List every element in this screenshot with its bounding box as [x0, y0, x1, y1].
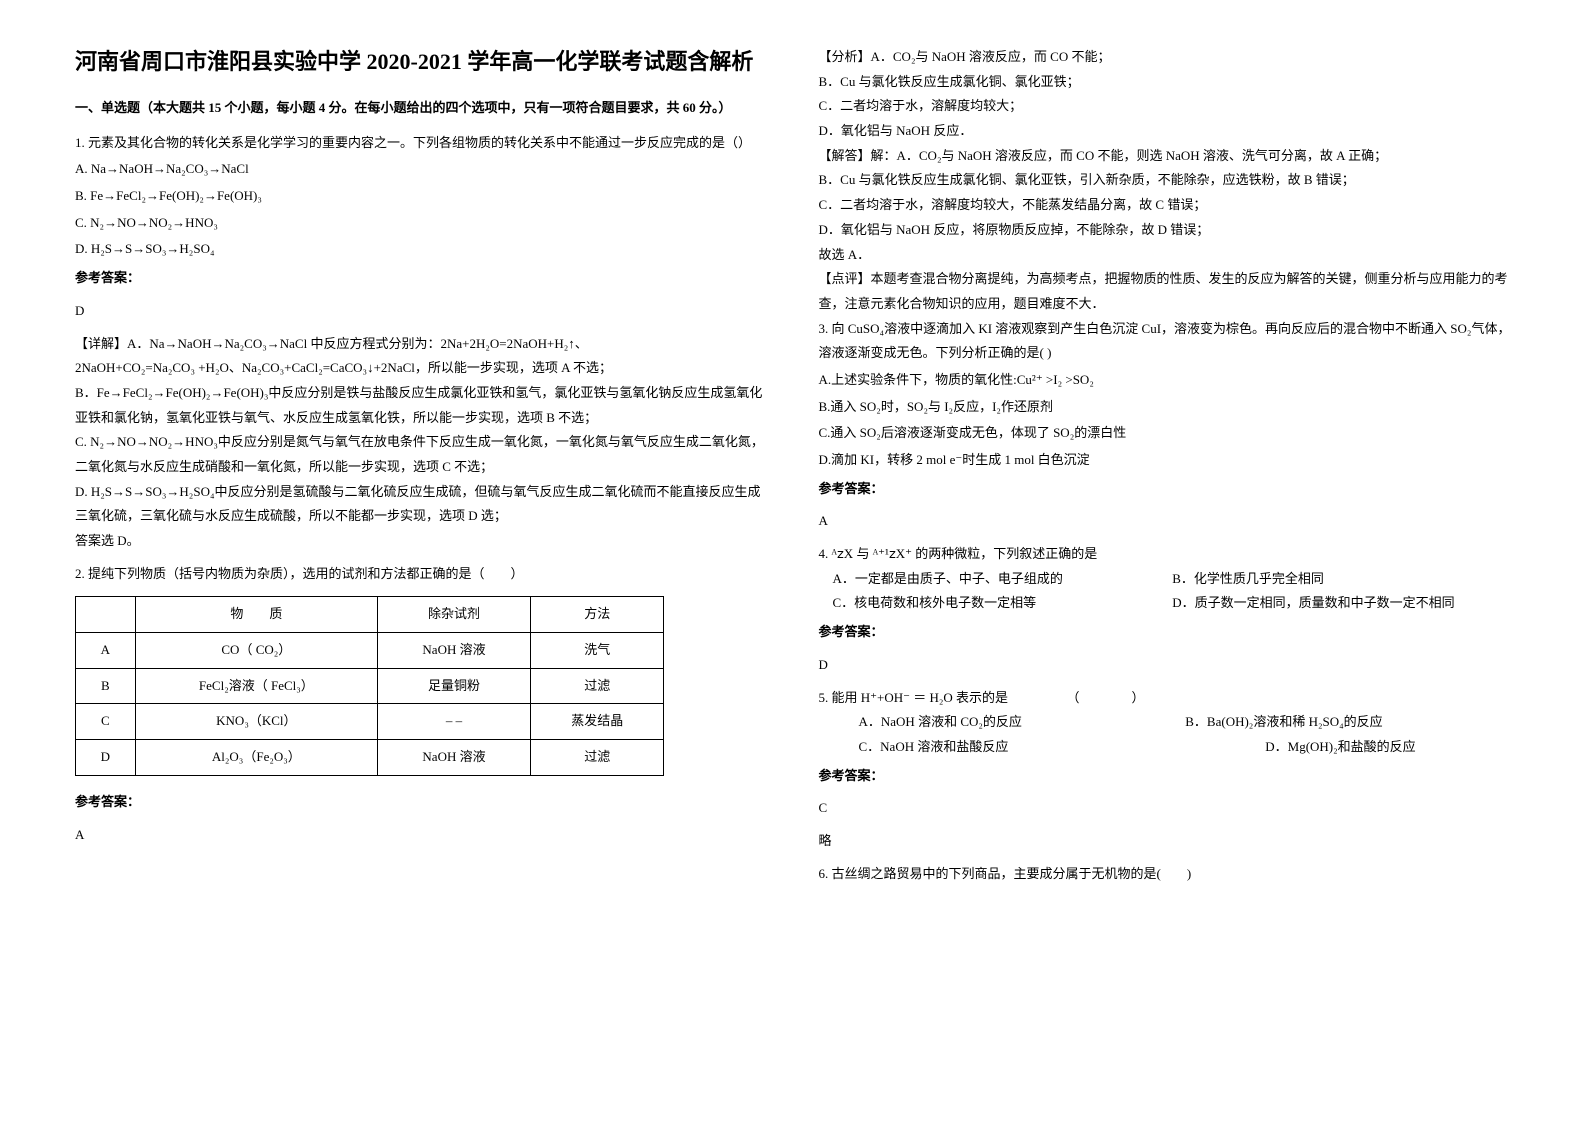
- table-cell: NaOH 溶液: [378, 740, 531, 776]
- q2-analysis-c: C．二者均溶于水，溶解度均较大；: [819, 94, 1513, 119]
- q2-stem: 2. 提纯下列物质（括号内物质为杂质），选用的试剂和方法都正确的是（ ）: [75, 562, 769, 587]
- q4-option-d: D．质子数一定相同，质量数和中子数一定不相同: [1172, 591, 1512, 616]
- table-header-row: 物 质 除杂试剂 方法: [76, 597, 664, 633]
- q3-option-b: B.通入 SO₂时，SO₂与 I₂反应，I₂作还原剂: [819, 395, 1513, 420]
- table-cell: KNO₃（KCl）: [135, 704, 377, 740]
- table-cell: 蒸发结晶: [530, 704, 664, 740]
- answer-label: 参考答案：: [819, 764, 1513, 789]
- q1-stem: 1. 元素及其化合物的转化关系是化学学习的重要内容之一。下列各组物质的转化关系中…: [75, 131, 769, 156]
- right-column: 【分析】A．CO₂与 NaOH 溶液反应，而 CO 不能； B．Cu 与氯化铁反…: [794, 45, 1538, 1077]
- q1-detail-2: 2NaOH+CO₂=Na₂CO₃ +H₂O、Na₂CO₃+CaCl₂=CaCO₃…: [75, 356, 769, 381]
- table-cell: 过滤: [530, 668, 664, 704]
- question-6: 6. 古丝绸之路贸易中的下列商品，主要成分属于无机物的是( ): [819, 862, 1513, 887]
- q3-option-a: A.上述实验条件下，物质的氧化性:Cu²⁺ >I₂ >SO₂: [819, 368, 1513, 393]
- q3-option-d: D.滴加 KI，转移 2 mol e⁻时生成 1 mol 白色沉淀: [819, 448, 1513, 473]
- q2-comment: 【点评】本题考查混合物分离提纯，为高频考点，把握物质的性质、发生的反应为解答的关…: [819, 267, 1513, 316]
- table-header: 方法: [530, 597, 664, 633]
- q2-answer: A: [75, 823, 769, 848]
- table-row: C KNO₃（KCl） – – 蒸发结晶: [76, 704, 664, 740]
- q1-option-c: C. N₂→NO→NO₂→HNO₃: [75, 211, 769, 236]
- q2-solve-d: D．氧化铝与 NaOH 反应，将原物质反应掉，不能除杂，故 D 错误；: [819, 218, 1513, 243]
- table-header: [76, 597, 136, 633]
- q1-detail-5: D. H₂S→S→SO₃→H₂SO₄中反应分别是氢硫酸与二氧化硫反应生成硫，但硫…: [75, 480, 769, 529]
- q2-analysis-a: 【分析】A．CO₂与 NaOH 溶液反应，而 CO 不能；: [819, 45, 1513, 70]
- q2-analysis-d: D．氧化铝与 NaOH 反应．: [819, 119, 1513, 144]
- q6-stem: 6. 古丝绸之路贸易中的下列商品，主要成分属于无机物的是( ): [819, 862, 1513, 887]
- q1-option-d: D. H₂S→S→SO₃→H₂SO₄: [75, 237, 769, 262]
- table-cell: A: [76, 633, 136, 669]
- q4-stem: 4. ᴬ𝗓X 与 ᴬ⁺¹𝗓X⁺ 的两种微粒，下列叙述正确的是: [819, 542, 1513, 567]
- answer-label: 参考答案：: [75, 266, 769, 291]
- q1-answer: D: [75, 299, 769, 324]
- q5-note: 略: [819, 829, 1513, 854]
- table-cell: NaOH 溶液: [378, 633, 531, 669]
- q5-option-b: B．Ba(OH)₂溶液和稀 H₂SO₄的反应: [1185, 710, 1382, 735]
- q1-detail-6: 答案选 D。: [75, 529, 769, 554]
- table-row: D Al₂O₃（Fe₂O₃） NaOH 溶液 过滤: [76, 740, 664, 776]
- q5-option-a: A．NaOH 溶液和 CO₂的反应: [859, 710, 1186, 735]
- q4-option-a: A．一定都是由质子、中子、电子组成的: [833, 567, 1173, 592]
- exam-title: 河南省周口市淮阳县实验中学 2020-2021 学年高一化学联考试题含解析: [75, 45, 769, 78]
- table-header: 物 质: [135, 597, 377, 633]
- q1-option-b: B. Fe→FeCl₂→Fe(OH)₂→Fe(OH)₃: [75, 184, 769, 209]
- q5-option-c: C．NaOH 溶液和盐酸反应: [859, 735, 1186, 760]
- q3-stem: 3. 向 CuSO₄溶液中逐滴加入 KI 溶液观察到产生白色沉淀 CuI，溶液变…: [819, 317, 1513, 366]
- table-header: 除杂试剂: [378, 597, 531, 633]
- q5-option-d: D．Mg(OH)₂和盐酸的反应: [1185, 735, 1415, 760]
- q3-option-c: C.通入 SO₂后溶液逐渐变成无色，体现了 SO₂的漂白性: [819, 421, 1513, 446]
- table-row: B FeCl₂溶液（ FeCl₃） 足量铜粉 过滤: [76, 668, 664, 704]
- question-3: 3. 向 CuSO₄溶液中逐滴加入 KI 溶液观察到产生白色沉淀 CuI，溶液变…: [819, 317, 1513, 535]
- q2-table: 物 质 除杂试剂 方法 A CO（ CO₂） NaOH 溶液 洗气 B FeCl…: [75, 596, 664, 775]
- answer-label: 参考答案：: [819, 477, 1513, 502]
- table-cell: CO（ CO₂）: [135, 633, 377, 669]
- q3-answer: A: [819, 509, 1513, 534]
- section-header: 一、单选题（本大题共 15 个小题，每小题 4 分。在每小题给出的四个选项中，只…: [75, 96, 769, 121]
- q2-solve-c: C．二者均溶于水，溶解度均较大，不能蒸发结晶分离，故 C 错误；: [819, 193, 1513, 218]
- table-cell: Al₂O₃（Fe₂O₃）: [135, 740, 377, 776]
- table-cell: – –: [378, 704, 531, 740]
- q4-option-c: C．核电荷数和核外电子数一定相等: [833, 591, 1173, 616]
- table-cell: 过滤: [530, 740, 664, 776]
- q1-option-a: A. Na→NaOH→Na₂CO₃→NaCl: [75, 157, 769, 182]
- table-cell: FeCl₂溶液（ FeCl₃）: [135, 668, 377, 704]
- q1-detail-4: C. N₂→NO→NO₂→HNO₃中反应分别是氮气与氧气在放电条件下反应生成一氧…: [75, 430, 769, 479]
- answer-label: 参考答案：: [819, 620, 1513, 645]
- q2-choose: 故选 A．: [819, 243, 1513, 268]
- q5-answer: C: [819, 796, 1513, 821]
- question-5: 5. 能用 H⁺+OH⁻ ＝ H₂O 表示的是 （ ） A．NaOH 溶液和 C…: [819, 686, 1513, 854]
- q2-analysis-b: B．Cu 与氯化铁反应生成氯化铜、氯化亚铁；: [819, 70, 1513, 95]
- q4-option-b: B．化学性质几乎完全相同: [1172, 567, 1512, 592]
- q2-solve-a: 【解答】解：A．CO₂与 NaOH 溶液反应，而 CO 不能，则选 NaOH 溶…: [819, 144, 1513, 169]
- table-row: A CO（ CO₂） NaOH 溶液 洗气: [76, 633, 664, 669]
- q1-detail-3: B．Fe→FeCl₂→Fe(OH)₂→Fe(OH)₃中反应分别是铁与盐酸反应生成…: [75, 381, 769, 430]
- left-column: 河南省周口市淮阳县实验中学 2020-2021 学年高一化学联考试题含解析 一、…: [50, 45, 794, 1077]
- question-4: 4. ᴬ𝗓X 与 ᴬ⁺¹𝗓X⁺ 的两种微粒，下列叙述正确的是 A．一定都是由质子…: [819, 542, 1513, 677]
- table-cell: 洗气: [530, 633, 664, 669]
- question-2: 2. 提纯下列物质（括号内物质为杂质），选用的试剂和方法都正确的是（ ） 物 质…: [75, 562, 769, 848]
- question-1: 1. 元素及其化合物的转化关系是化学学习的重要内容之一。下列各组物质的转化关系中…: [75, 131, 769, 554]
- q4-answer: D: [819, 653, 1513, 678]
- table-cell: C: [76, 704, 136, 740]
- q5-stem: 5. 能用 H⁺+OH⁻ ＝ H₂O 表示的是 （ ）: [819, 686, 1513, 711]
- q1-detail-1: 【详解】A．Na→NaOH→Na₂CO₃→NaCl 中反应方程式分别为：2Na+…: [75, 332, 769, 357]
- table-cell: D: [76, 740, 136, 776]
- answer-label: 参考答案：: [75, 790, 769, 815]
- table-cell: 足量铜粉: [378, 668, 531, 704]
- q2-solve-b: B．Cu 与氯化铁反应生成氯化铜、氯化亚铁，引入新杂质，不能除杂，应选铁粉，故 …: [819, 168, 1513, 193]
- table-cell: B: [76, 668, 136, 704]
